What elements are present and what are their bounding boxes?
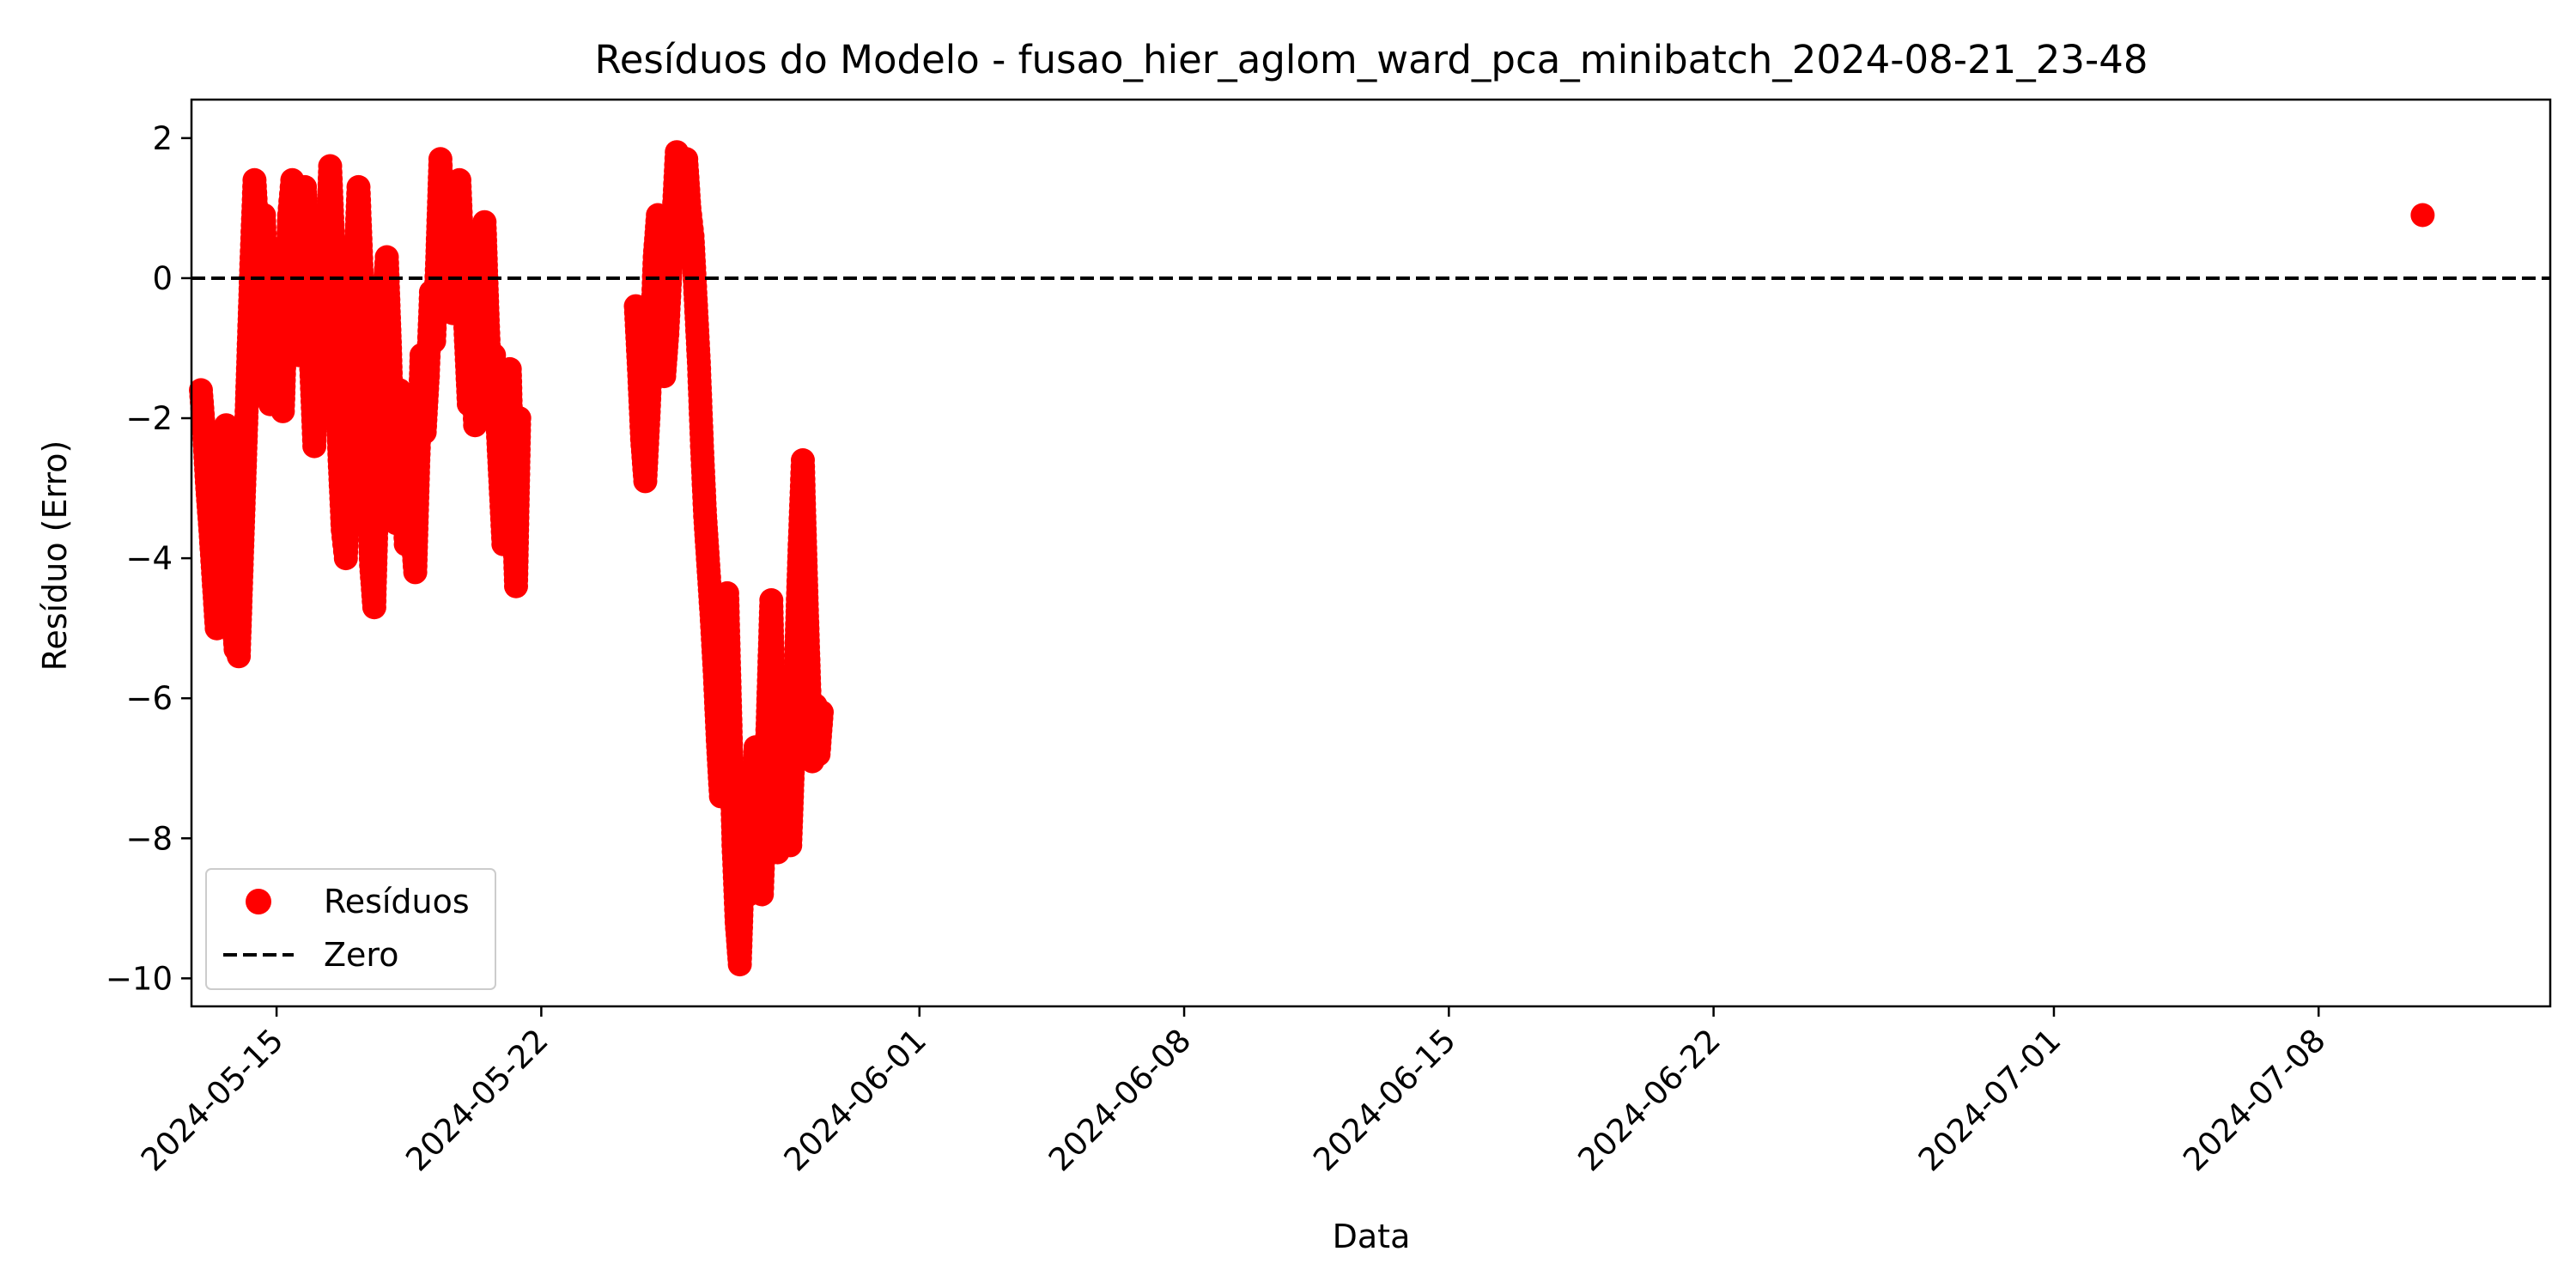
y-axis: 2 0 −2 −4 −6 −8 −10 (106, 120, 191, 997)
legend-label-zero: Zero (324, 936, 398, 974)
residual-point (507, 406, 532, 430)
y-tick-label: −10 (106, 960, 173, 997)
chart-title: Resíduos do Modelo - fusao_hier_aglom_wa… (595, 37, 2148, 82)
legend-frame (205, 868, 496, 990)
y-tick-label: 0 (152, 260, 173, 297)
x-axis-label: Data (1333, 1218, 1411, 1255)
legend: Resíduos Zero (205, 868, 496, 990)
y-tick-label: −4 (125, 540, 173, 577)
y-tick-label: −2 (125, 400, 173, 437)
y-tick-label: 2 (152, 120, 173, 157)
residual-point (2410, 203, 2435, 228)
scatter-points (189, 140, 2435, 977)
y-axis-label: Resíduo (Erro) (36, 440, 74, 671)
plot-area-frame (190, 98, 2552, 1008)
y-tick-label: −8 (125, 820, 173, 857)
legend-marker-residuos (246, 889, 271, 914)
y-tick-label: −6 (125, 680, 173, 717)
residual-point (810, 700, 834, 725)
legend-label-residuos: Resíduos (324, 883, 470, 920)
